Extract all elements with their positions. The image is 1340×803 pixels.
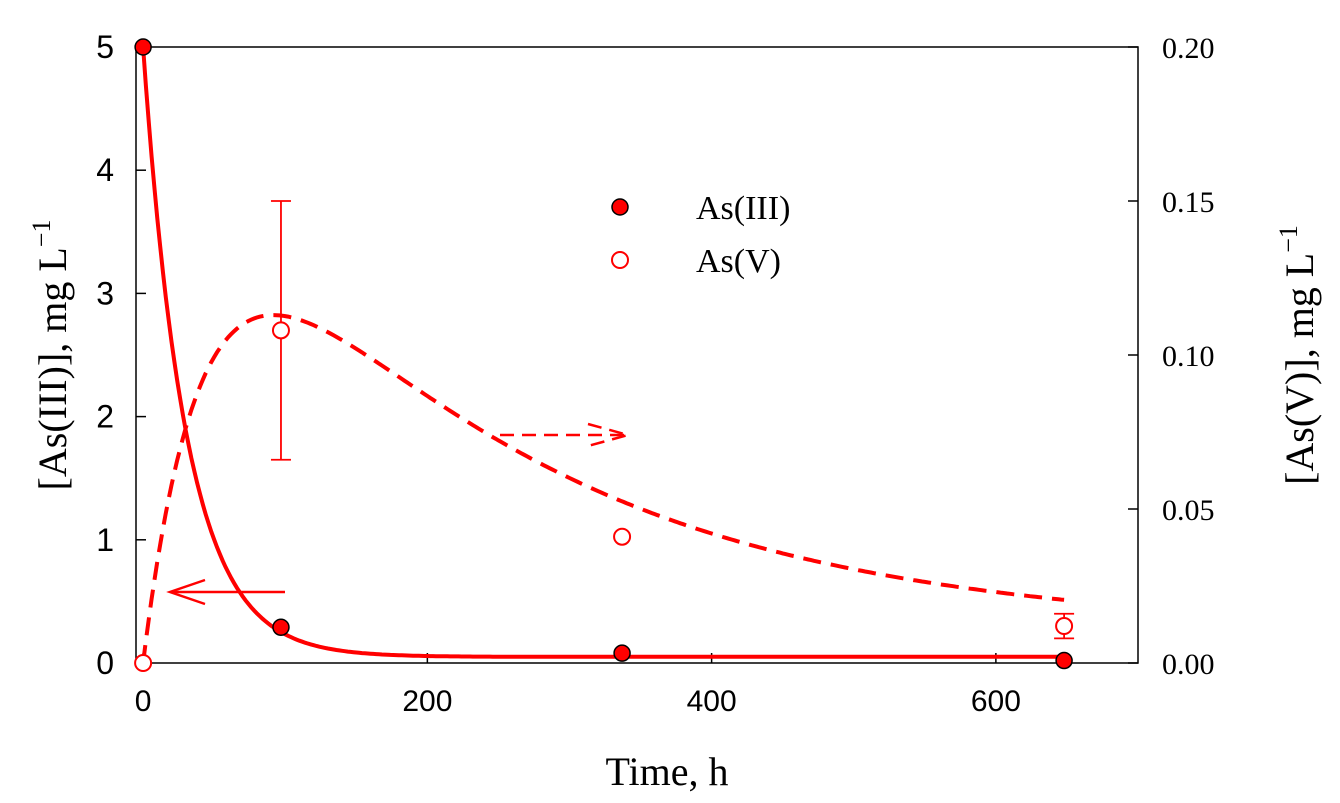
right-y-axis-ticks: 0.00 0.05 0.10 0.15 0.20 [1128,32,1215,681]
error-bars [270,200,1075,640]
left-y-tick-label: 2 [96,399,114,435]
legend-label-as-v: As(V) [696,243,781,280]
legend: As(III) As(V) [611,190,790,280]
left-y-tick-label: 0 [96,645,114,681]
data-point-as-v [134,654,153,672]
data-point-as-iii [272,618,290,637]
data-point-as-v [271,321,290,340]
right-y-tick-label: 0.10 [1162,340,1215,373]
fit-curve-as-iii [141,46,1065,659]
right-y-axis-title: [As(V)], mg L−1 [1274,225,1322,485]
left-y-axis-title: [As(III)], mg L−1 [27,220,75,491]
left-y-tick-label: 5 [96,29,114,65]
x-axis-ticks: 0 200 400 600 [135,653,1021,718]
data-point-as-iii [1055,651,1073,670]
legend-marker-as-iii [611,198,629,216]
data-point-as-v [613,527,632,546]
data-point-as-iii [134,38,152,56]
left-y-tick-label: 4 [96,152,114,188]
left-y-tick-label: 3 [96,275,114,311]
x-tick-label: 600 [971,685,1021,718]
data-point-as-iii [613,644,631,662]
x-tick-label: 400 [687,685,737,718]
data-points [134,38,1074,672]
right-axis-arrow [500,422,633,448]
x-axis-title: Time, h [605,749,728,794]
fit-curves [141,46,1065,664]
left-axis-arrow [166,578,285,606]
plot-frame [135,46,1139,664]
right-y-tick-label: 0.00 [1162,648,1215,681]
data-point-as-v [1055,617,1074,636]
right-y-tick-label: 0.15 [1162,186,1215,219]
right-y-tick-label: 0.20 [1162,32,1215,65]
legend-label-as-iii: As(III) [696,190,790,227]
legend-marker-as-v [611,251,629,269]
x-tick-label: 0 [135,685,152,718]
left-y-tick-label: 1 [96,522,114,558]
fit-curve-as-v [141,313,1065,664]
right-y-tick-label: 0.05 [1162,494,1215,527]
x-tick-label: 200 [402,685,452,718]
left-y-axis-ticks: 0 1 2 3 4 5 [96,29,146,681]
